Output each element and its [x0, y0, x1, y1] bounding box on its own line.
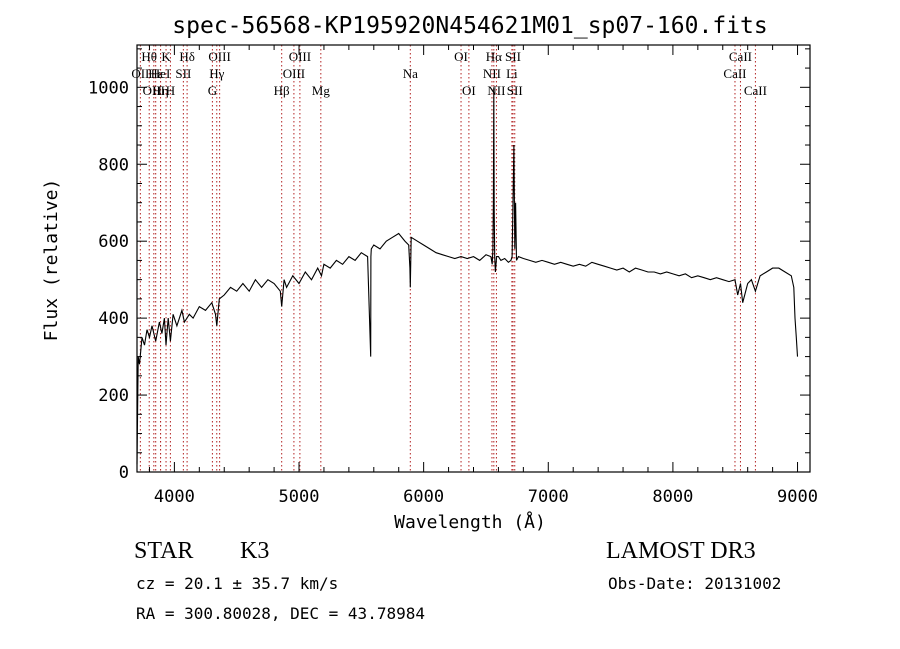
y-tick-label: 600 — [98, 232, 129, 252]
line-label: Hη — [152, 83, 168, 98]
x-tick-label: 9000 — [777, 487, 818, 507]
line-label: Hα — [486, 49, 502, 64]
line-label: OIII — [143, 83, 165, 98]
x-tick-label: 8000 — [652, 487, 693, 507]
redshift-text: cz = 20.1 ± 35.7 km/s — [136, 574, 339, 593]
line-label: Hδ — [179, 49, 195, 64]
x-tick-label: 4000 — [154, 487, 195, 507]
plot-frame — [136, 44, 811, 473]
line-label: OII — [131, 66, 149, 81]
obs-date: Obs-Date: 20131002 — [608, 574, 782, 593]
line-label: SII — [507, 83, 523, 98]
line-label: Mg — [312, 83, 331, 98]
y-tick-label: 1000 — [88, 78, 129, 98]
x-axis-label: Wavelength (Å) — [394, 511, 546, 533]
line-label: SII — [505, 49, 521, 64]
y-tick-label: 400 — [98, 309, 129, 329]
line-label: H — [166, 83, 175, 98]
line-label: Hε — [148, 66, 163, 81]
x-tick-label: 6000 — [403, 487, 444, 507]
spectral-line-markers — [139, 45, 756, 472]
line-label: SII — [175, 66, 191, 81]
line-label: Hβ — [274, 83, 290, 98]
line-label: Hθ — [141, 49, 157, 64]
chart-title: spec-56568-KP195920N454621M01_sp07-160.f… — [172, 13, 767, 39]
line-label: OIII — [208, 49, 230, 64]
line-label: CaII — [729, 49, 752, 64]
line-label: CaII — [723, 66, 746, 81]
x-axis: 4000 5000 6000 7000 8000 9000 — [148, 45, 818, 507]
line-label: OI — [462, 83, 476, 98]
line-label: HeI — [151, 66, 171, 81]
line-label: NII — [487, 83, 505, 98]
line-label: Hγ — [209, 66, 224, 81]
x-tick-label: 5000 — [279, 487, 320, 507]
line-label: OIII — [289, 49, 311, 64]
y-tick-label: 0 — [119, 463, 129, 483]
line-label: CaII — [744, 83, 767, 98]
y-tick-label: 200 — [98, 386, 129, 406]
survey-name: LAMOST DR3 — [606, 538, 756, 564]
coordinates: RA = 300.80028, DEC = 43.78984 — [136, 604, 425, 623]
x-tick-label: 7000 — [528, 487, 569, 507]
spectrum-series — [136, 87, 799, 465]
y-axis-label: Flux (relative) — [41, 179, 62, 342]
line-label: G — [208, 83, 217, 98]
line-label: Li — [506, 66, 518, 81]
object-class: STAR — [134, 538, 194, 564]
line-label: NII — [483, 66, 501, 81]
y-axis: 0 200 400 600 800 1000 — [88, 48, 810, 483]
line-label: OIII — [283, 66, 305, 81]
y-tick-label: 800 — [98, 155, 129, 175]
object-subclass: K3 — [240, 538, 270, 564]
line-label: K — [161, 49, 171, 64]
line-label: OI — [454, 49, 468, 64]
line-label: Na — [403, 66, 418, 81]
